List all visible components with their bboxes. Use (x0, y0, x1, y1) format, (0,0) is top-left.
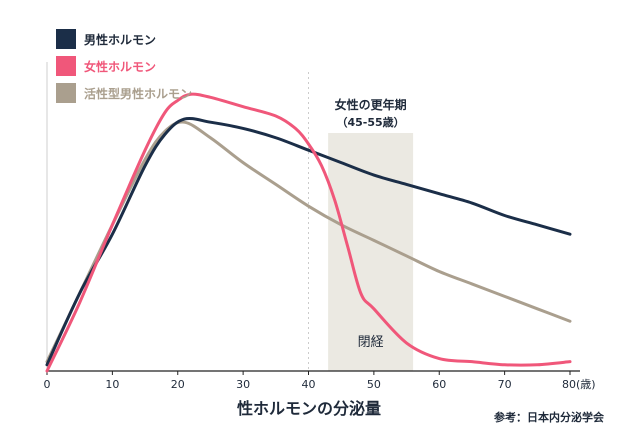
x-tick-label: 20 (171, 378, 185, 391)
x-axis-title: 性ホルモンの分泌量 (237, 399, 381, 418)
legend-item-active-male: 活性型男性ホルモン (56, 82, 192, 104)
legend: 男性ホルモン 女性ホルモン 活性型男性ホルモン (56, 28, 192, 109)
menopause-label: 閉経 (358, 335, 384, 350)
legend-label-active-male: 活性型男性ホルモン (84, 86, 193, 101)
x-tick-label: 60 (432, 378, 446, 391)
legend-swatch-male (56, 29, 76, 49)
legend-swatch-active-male (56, 83, 76, 103)
legend-label-female: 女性ホルモン (84, 59, 157, 74)
legend-item-female: 女性ホルモン (56, 55, 192, 77)
band-sublabel: （45-55歳） (337, 115, 405, 129)
x-tick-label: 10 (105, 378, 119, 391)
x-tick-label: 40 (302, 378, 316, 391)
x-tick-label: 30 (236, 378, 250, 391)
series-line-male (45, 116, 572, 367)
series-line-active-male (45, 120, 572, 364)
band-label: 女性の更年期 (335, 97, 407, 112)
series-line-female (45, 92, 572, 373)
x-tick-label: 70 (498, 378, 512, 391)
source-note: 参考：日本内分泌学会 (494, 410, 605, 424)
x-tick-label: 80(歳) (562, 378, 596, 391)
x-tick-label: 50 (367, 378, 381, 391)
legend-item-male: 男性ホルモン (56, 28, 192, 50)
legend-label-male: 男性ホルモン (84, 32, 157, 47)
legend-swatch-female (56, 56, 76, 76)
x-tick-label: 0 (44, 378, 51, 391)
